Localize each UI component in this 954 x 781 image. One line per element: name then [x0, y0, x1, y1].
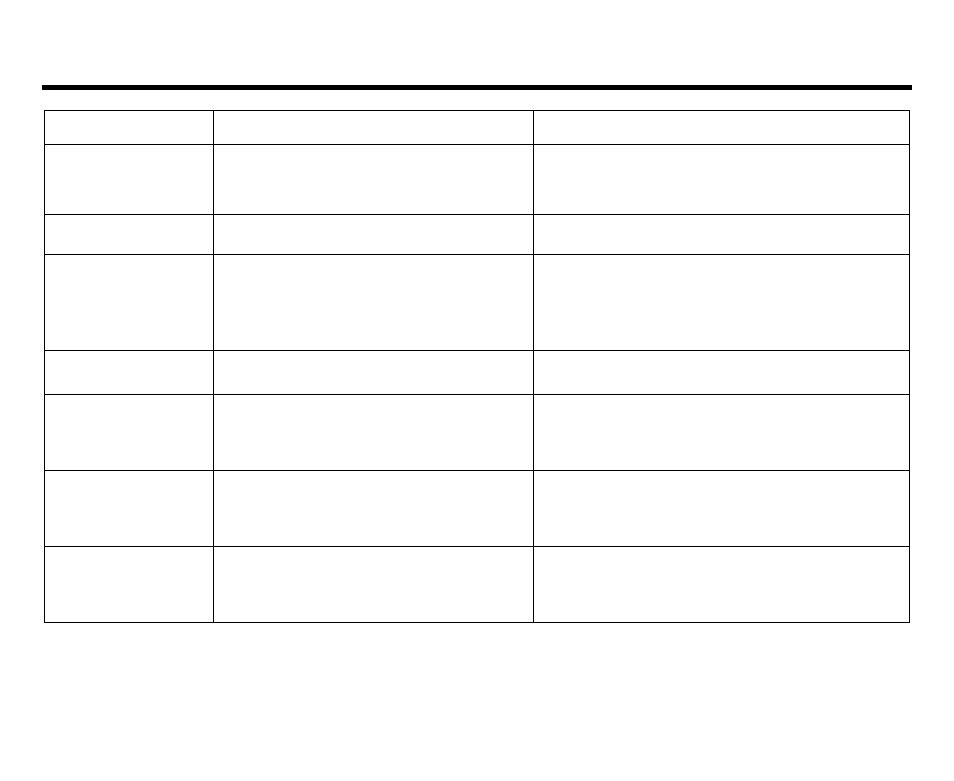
table-cell [45, 255, 214, 351]
table-cell [213, 145, 533, 215]
table-row [45, 351, 910, 395]
table-cell [45, 145, 214, 215]
table-body [45, 111, 910, 623]
table-cell [533, 255, 909, 351]
table-cell [45, 395, 214, 471]
table-cell [213, 111, 533, 145]
table-row [45, 145, 910, 215]
table-row [45, 547, 910, 623]
table-row [45, 471, 910, 547]
table-cell [213, 395, 533, 471]
table-row [45, 255, 910, 351]
header-rule [42, 85, 912, 90]
table-cell [45, 351, 214, 395]
table-cell [533, 351, 909, 395]
table-cell [45, 111, 214, 145]
table-cell [533, 111, 909, 145]
table-cell [213, 351, 533, 395]
table-cell [533, 547, 909, 623]
table-row [45, 215, 910, 255]
table-cell [533, 145, 909, 215]
data-table [44, 110, 910, 623]
table-cell [213, 547, 533, 623]
table-cell [533, 215, 909, 255]
header-spacer [42, 40, 912, 85]
table-cell [533, 395, 909, 471]
table-cell [213, 471, 533, 547]
table-cell [45, 547, 214, 623]
table-cell [45, 215, 214, 255]
table-row [45, 111, 910, 145]
table-cell [45, 471, 214, 547]
table-container [42, 110, 912, 623]
page [0, 0, 954, 781]
table-row [45, 395, 910, 471]
table-cell [213, 255, 533, 351]
table-cell [213, 215, 533, 255]
table-cell [533, 471, 909, 547]
